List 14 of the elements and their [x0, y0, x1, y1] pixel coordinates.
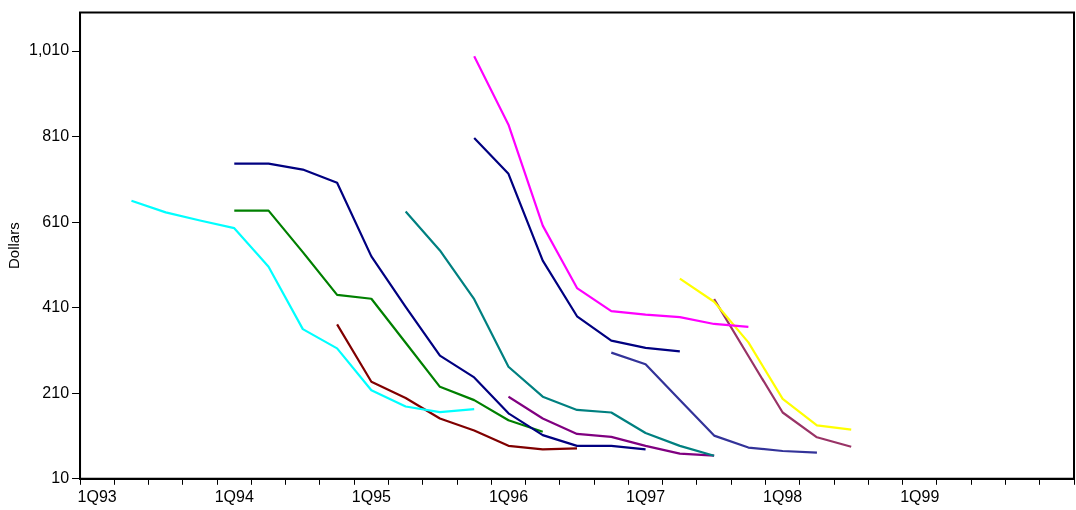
y-tick-label: 10	[51, 469, 70, 487]
y-tick-label: 210	[42, 383, 70, 401]
y-tick-label: 610	[42, 212, 70, 230]
x-tick-label: 1Q98	[763, 487, 803, 505]
y-tick-label: 410	[42, 298, 70, 316]
x-tick-label: 1Q94	[214, 487, 254, 505]
x-tick-label: 1Q93	[77, 487, 117, 505]
x-tick-label: 1Q97	[626, 487, 666, 505]
y-tick-label: 1,010	[28, 41, 70, 59]
y-axis-title: Dollars	[5, 222, 23, 270]
x-tick-label: 1Q96	[488, 487, 529, 505]
y-tick-label: 810	[42, 127, 70, 145]
x-tick-label: 1Q99	[900, 487, 940, 505]
x-tick-label: 1Q95	[351, 487, 392, 505]
